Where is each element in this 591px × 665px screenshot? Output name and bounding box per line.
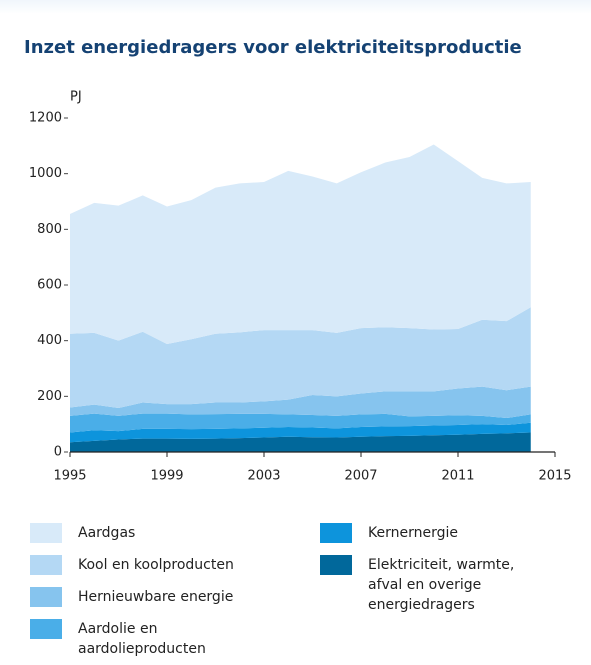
legend-swatch [30, 555, 62, 575]
x-tick-label: 2011 [441, 469, 474, 484]
legend-label: Aardolie en aardolieproducten [78, 621, 206, 657]
area [70, 386, 531, 419]
legend-item: Hernieuwbare energie [30, 587, 320, 619]
legend-swatch [30, 619, 62, 639]
x-tick-label: 1999 [150, 469, 183, 484]
area [70, 307, 531, 409]
legend: Aardgas Kool en koolproducten Hernieuwbare… [30, 523, 550, 657]
legend-item: Kernernergie [320, 523, 550, 555]
x-tick-label: 1995 [53, 469, 86, 484]
legend-label: Kool en koolproducten [78, 557, 234, 573]
y-tick-label: 800 [37, 222, 62, 237]
y-tick-label: 1200 [29, 111, 62, 126]
y-tick-label: 0 [54, 445, 62, 460]
chart: Inzet energiedragers voor elektriciteits… [24, 37, 572, 484]
legend-label: Hernieuwbare energie [78, 589, 234, 605]
x-tick-label: 2007 [344, 469, 377, 484]
legend-item: Kool en koolproducten [30, 555, 320, 587]
legend-swatch [320, 523, 352, 543]
legend-swatch [320, 555, 352, 575]
area [70, 422, 531, 443]
area [70, 432, 531, 452]
legend-item: Aardolie en aardolieproducten [30, 619, 320, 657]
legend-label: Elektriciteit, warmte, afval en overige … [368, 557, 515, 613]
legend-label: Kernernergie [368, 525, 458, 541]
legend-swatch [30, 587, 62, 607]
area [70, 413, 531, 433]
chart-title: Inzet energiedragers voor elektriciteits… [24, 37, 522, 58]
y-tick-label: 600 [37, 278, 62, 293]
top-stripe [0, 0, 591, 14]
y-tick-label: 200 [37, 389, 62, 404]
y-tick-label: 1000 [29, 166, 62, 181]
area [70, 144, 531, 345]
x-tick-label: 2015 [538, 469, 571, 484]
y-tick-label: 400 [37, 333, 62, 348]
y-axis-label: PJ [70, 90, 82, 105]
legend-item: Elektriciteit, warmte, afval en overige … [320, 555, 550, 613]
legend-swatch [30, 523, 62, 543]
x-tick-label: 2003 [247, 469, 280, 484]
legend-label: Aardgas [78, 525, 136, 541]
legend-item: Aardgas [30, 523, 320, 555]
